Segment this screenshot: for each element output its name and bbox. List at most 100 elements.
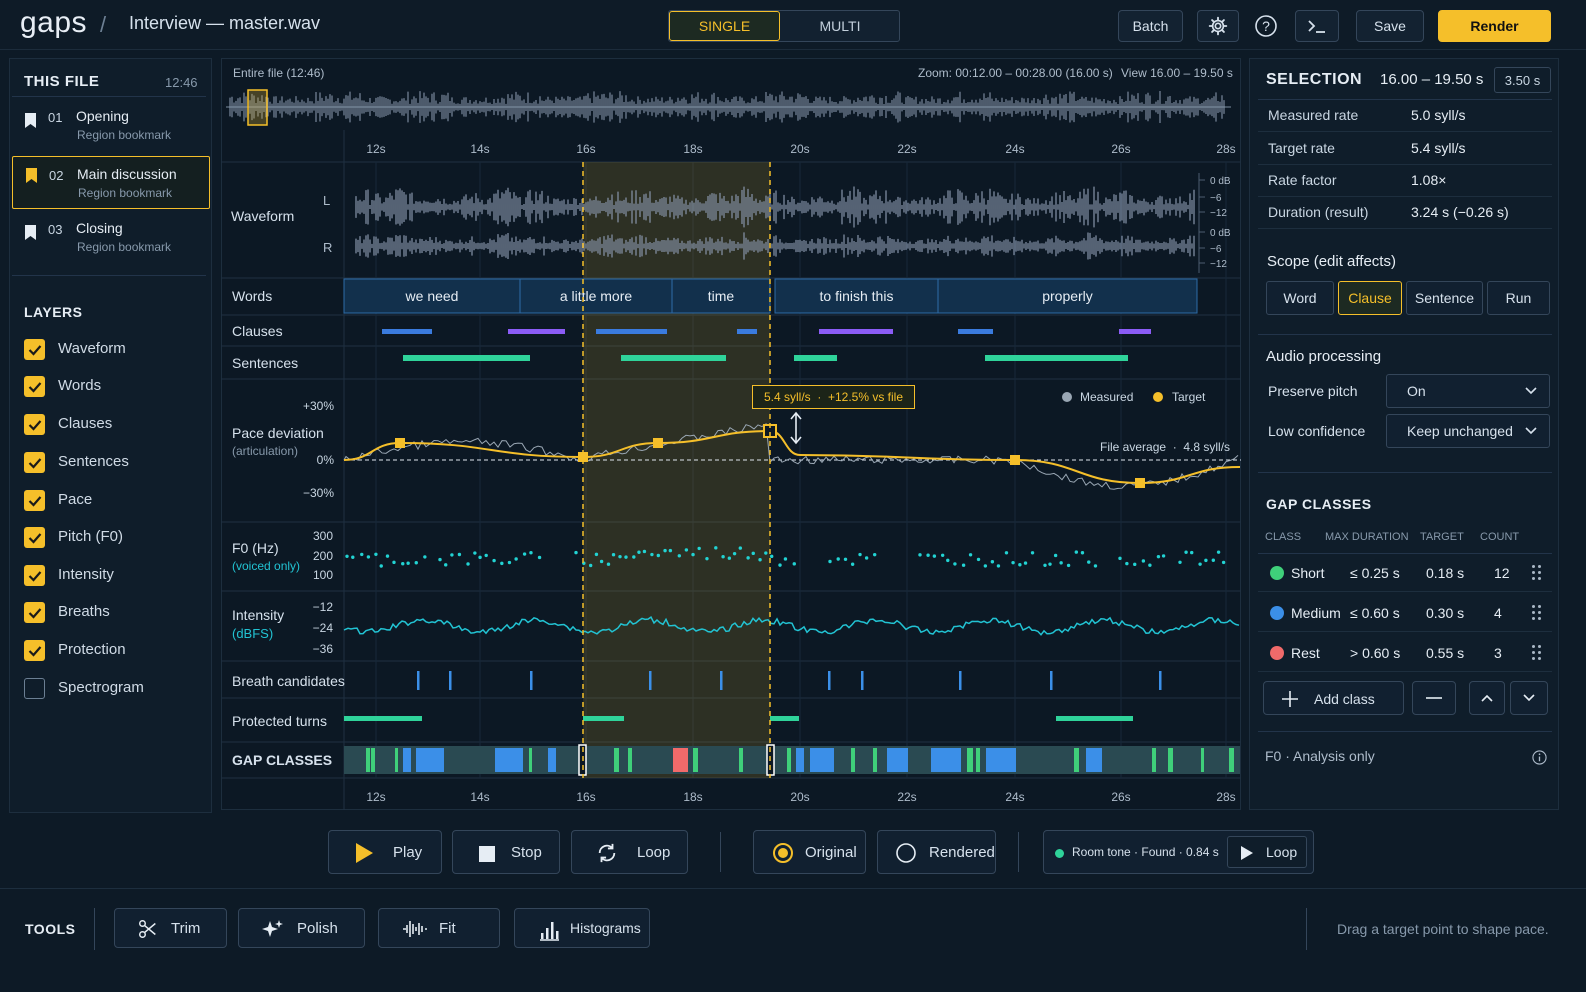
drag-handle-icon[interactable] [1532, 564, 1542, 582]
layer-label: Pace [58, 491, 93, 508]
target-point [653, 438, 663, 448]
low-confidence-select[interactable]: Keep unchanged [1386, 414, 1550, 448]
loop-button[interactable]: Loop [571, 830, 688, 874]
clause-bar [737, 329, 757, 334]
polish-tool[interactable]: Polish [238, 908, 365, 948]
protected-turn-bar [344, 716, 422, 721]
loop-icon [598, 843, 616, 863]
track-label-intensity: Intensity [232, 607, 285, 623]
class-count: 12 [1494, 565, 1510, 581]
layer-checkbox[interactable] [24, 414, 45, 435]
gap-class-row[interactable]: Short ≤ 0.25 s 0.18 s 12 [1258, 554, 1552, 592]
settings-button[interactable] [1197, 10, 1239, 42]
selection-title: SELECTION [1266, 71, 1363, 88]
check-icon [28, 570, 41, 582]
class-count: 3 [1494, 645, 1502, 661]
move-up-button[interactable] [1469, 681, 1505, 715]
timeline-canvas[interactable]: 12s 12s 14s 14s 16s 16s 18s 18s 20s 20s 22s 22s 24s 2… [221, 130, 1241, 810]
pace-sub: (articulation) [232, 444, 299, 458]
f0-point [953, 562, 957, 566]
batch-button[interactable]: Batch [1118, 10, 1183, 42]
bookmark-item[interactable]: 03 Closing Region bookmark [12, 216, 210, 266]
f0-point [379, 564, 383, 568]
intensity-line [343, 616, 1240, 636]
mode-switch: SINGLE MULTI [668, 10, 900, 42]
f0-point [606, 562, 611, 566]
scope-title: Scope (edit affects) [1267, 253, 1396, 270]
scope-run[interactable]: Run [1487, 281, 1550, 315]
remove-class-button[interactable] [1412, 681, 1456, 715]
track-label-breath: Breath candidates [232, 673, 345, 689]
bar-chart-icon [540, 922, 559, 941]
f0-point [492, 558, 496, 563]
selection-key: Rate factor [1268, 172, 1337, 188]
f0-point [684, 548, 689, 552]
layer-checkbox[interactable] [24, 565, 45, 586]
tools-title: TOOLS [25, 921, 76, 937]
gap-strip [344, 746, 1240, 774]
bookmark-item[interactable]: 01 Opening Region bookmark [12, 104, 210, 154]
layer-checkbox[interactable] [24, 527, 45, 548]
f0-point [1030, 551, 1035, 555]
legend-measured: Measured [1080, 390, 1134, 404]
tab-multi[interactable]: MULTI [819, 18, 861, 34]
overview-wave [229, 91, 1225, 123]
overview-view-handle [247, 89, 268, 126]
scope-word[interactable]: Word [1266, 281, 1334, 315]
rendered-toggle[interactable]: Rendered [877, 830, 996, 874]
move-down-button[interactable] [1510, 681, 1548, 715]
layer-label: Protection [58, 641, 126, 658]
layer-label: Clauses [58, 415, 113, 432]
gap-class-row[interactable]: Medium ≤ 0.60 s 0.30 s 4 [1258, 594, 1552, 632]
room-tone-loop-button[interactable]: Loop [1227, 836, 1307, 868]
original-toggle[interactable]: Original [753, 830, 866, 874]
gap-class-row[interactable]: Rest > 0.60 s 0.55 s 3 [1258, 634, 1552, 672]
layer-checkbox[interactable] [24, 640, 45, 661]
layer-checkbox[interactable] [24, 452, 45, 473]
render-button[interactable]: Render [1438, 10, 1551, 42]
stop-button[interactable]: Stop [452, 830, 560, 874]
layer-checkbox[interactable] [24, 678, 45, 699]
gap-marker [976, 748, 980, 772]
trim-tool[interactable]: Trim [114, 908, 227, 948]
f0-point [618, 554, 622, 559]
sentence-bar [985, 355, 1128, 361]
layer-checkbox[interactable] [24, 376, 45, 397]
f0-point [385, 554, 390, 558]
drag-handle-icon[interactable] [1532, 644, 1542, 662]
check-icon [28, 532, 41, 544]
fit-tool[interactable]: Fit [378, 908, 500, 948]
gap-marker [967, 748, 973, 772]
f0-point [360, 552, 364, 557]
layer-checkbox[interactable] [24, 490, 45, 511]
drag-handle-icon[interactable] [1532, 604, 1542, 622]
add-class-button[interactable]: Add class [1263, 681, 1404, 715]
preserve-pitch-select[interactable]: On [1386, 374, 1550, 408]
overview-waveform[interactable] [226, 86, 1234, 128]
f0-point [514, 557, 518, 561]
scope-sentence[interactable]: Sentence [1406, 281, 1483, 315]
file-duration: 12:46 [165, 75, 198, 90]
tab-single[interactable]: SINGLE [669, 11, 780, 41]
info-icon[interactable] [1532, 750, 1547, 765]
f0-point [444, 563, 448, 567]
help-button[interactable]: ? [1254, 14, 1278, 41]
selection-row: Duration (result) 3.24 s (−0.26 s) [1258, 197, 1552, 229]
scope-clause[interactable]: Clause [1338, 281, 1402, 315]
file-average-label: File average · 4.8 syll/s [1100, 440, 1231, 454]
layer-checkbox[interactable] [24, 339, 45, 360]
layer-checkbox[interactable] [24, 602, 45, 623]
class-max: ≤ 0.60 s [1350, 605, 1400, 621]
waveform-right [355, 232, 1195, 260]
f0-point [594, 552, 599, 557]
selection-key: Measured rate [1268, 107, 1359, 123]
save-button[interactable]: Save [1356, 10, 1424, 42]
f0-point [843, 557, 848, 561]
pace-tick: 0% [317, 453, 335, 467]
bookmark-item[interactable]: 02 Main discussion Region bookmark [12, 156, 210, 209]
f0-point [366, 555, 371, 559]
radio-empty-icon [896, 843, 916, 863]
histograms-tool[interactable]: Histograms [514, 908, 650, 948]
play-button[interactable]: Play [328, 830, 442, 874]
console-button[interactable] [1295, 10, 1339, 42]
